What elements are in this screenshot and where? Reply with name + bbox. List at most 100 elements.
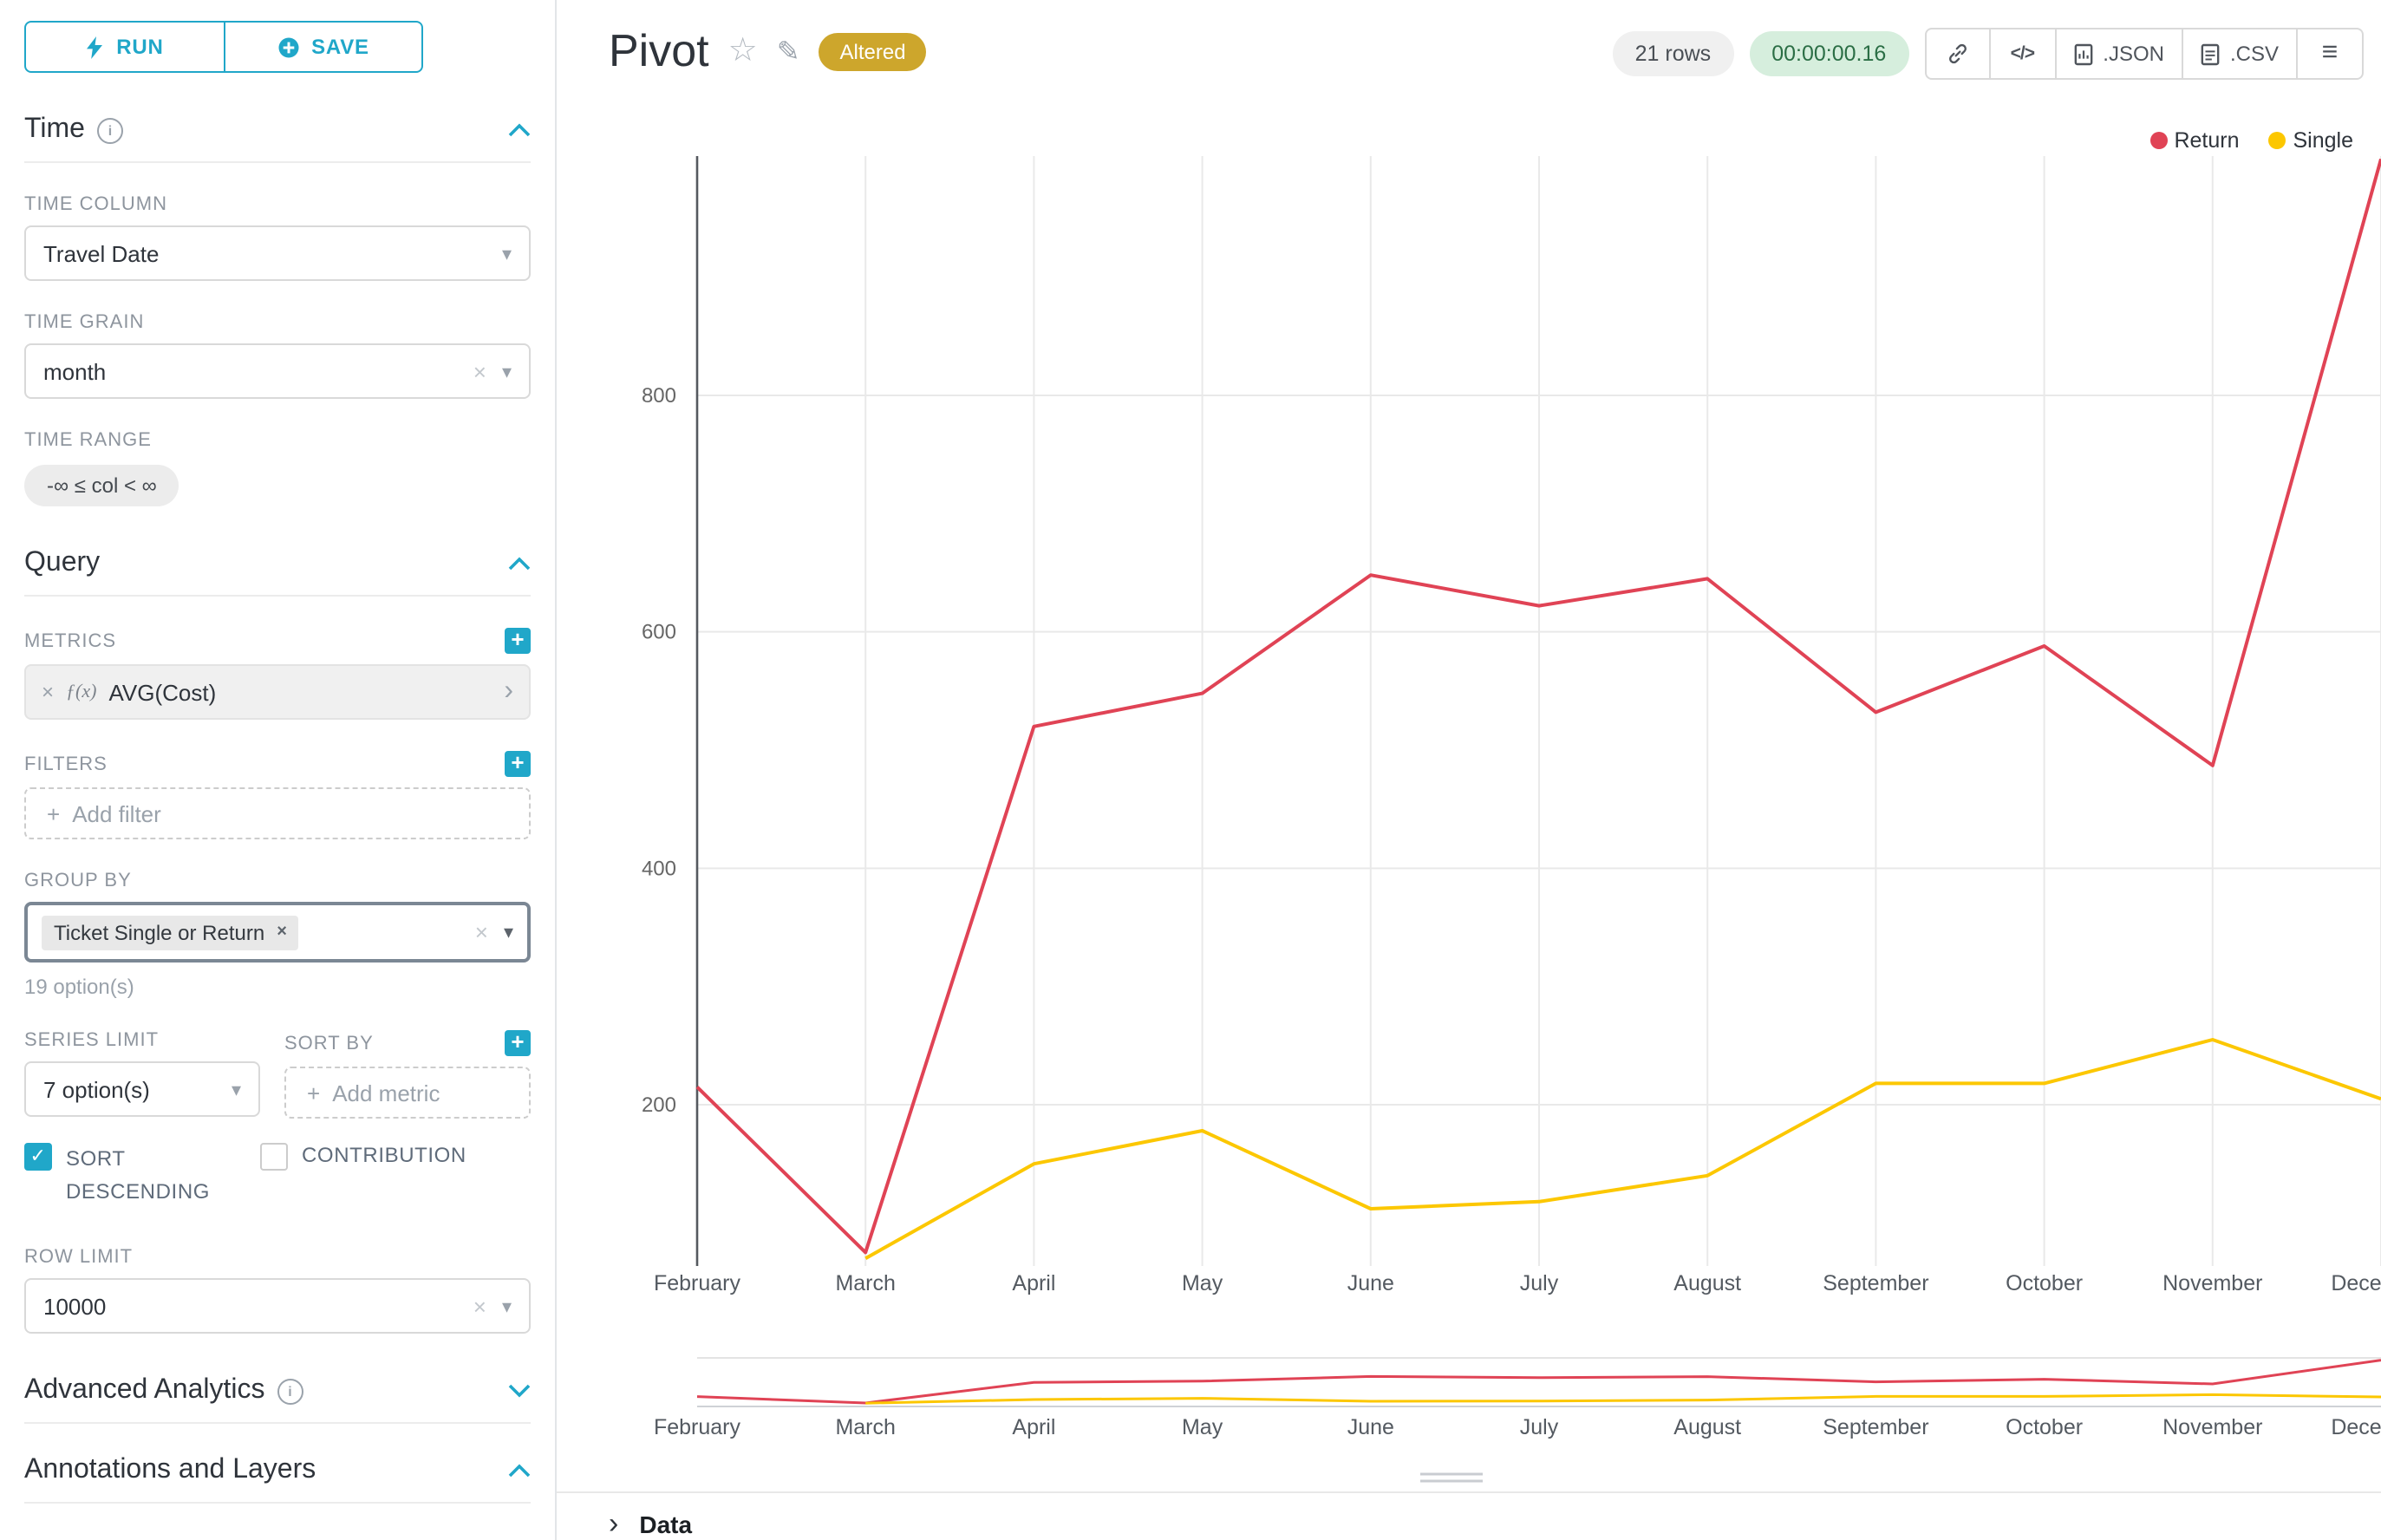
series-limit-value: 7 option(s) <box>43 1076 150 1102</box>
svg-text:June: June <box>1347 1271 1394 1295</box>
chevron-up-icon[interactable] <box>508 557 531 571</box>
svg-text:November: November <box>2162 1271 2262 1295</box>
export-json-button[interactable]: .JSON <box>2056 28 2183 80</box>
group-by-tag-label: Ticket Single or Return <box>54 920 265 944</box>
plus-circle-icon <box>277 36 298 57</box>
annotations-title: Annotations and Layers <box>24 1455 316 1485</box>
advanced-analytics-title: Advanced Analytics <box>24 1375 265 1406</box>
checkbox-unchecked-icon[interactable] <box>260 1143 288 1171</box>
svg-text:June: June <box>1347 1415 1394 1439</box>
svg-text:200: 200 <box>642 1093 676 1117</box>
svg-text:May: May <box>1182 1271 1223 1295</box>
add-sort-metric-icon[interactable]: + <box>505 1029 531 1056</box>
code-icon: </> <box>2010 43 2035 64</box>
query-section-header: Query <box>24 548 531 579</box>
svg-text:800: 800 <box>642 384 676 408</box>
advanced-analytics-header: Advanced Analytics i <box>24 1376 531 1407</box>
sort-descending-checkbox[interactable]: ✓ SORT DESCENDING <box>24 1143 215 1210</box>
caret-down-icon: ▾ <box>231 1080 241 1100</box>
favorite-star-icon[interactable]: ☆ <box>727 33 758 69</box>
add-metric-icon[interactable]: + <box>505 627 531 654</box>
series-limit-select[interactable]: 7 option(s) ▾ <box>24 1061 260 1117</box>
export-json-label: .JSON <box>2103 42 2164 66</box>
chevron-up-icon[interactable] <box>508 123 531 137</box>
chevron-right-icon: › <box>504 676 513 706</box>
time-grain-select[interactable]: month × ▾ <box>24 343 531 399</box>
chart-menu-button[interactable]: ≡ <box>2298 28 2364 80</box>
contribution-checkbox[interactable]: CONTRIBUTION <box>260 1143 466 1171</box>
time-column-value: Travel Date <box>43 240 160 266</box>
clear-icon[interactable]: × <box>473 358 486 384</box>
time-grain-label: TIME GRAIN <box>24 312 145 333</box>
row-limit-select[interactable]: 10000 × ▾ <box>24 1278 531 1334</box>
panel-divider <box>555 0 557 1540</box>
svg-text:October: October <box>2006 1415 2083 1439</box>
page-title: Pivot <box>609 24 709 76</box>
svg-text:August: August <box>1673 1271 1741 1295</box>
group-by-options-hint: 19 option(s) <box>24 975 134 999</box>
svg-text:September: September <box>1823 1271 1928 1295</box>
time-column-select[interactable]: Travel Date ▾ <box>24 225 531 281</box>
svg-text:February: February <box>654 1415 741 1439</box>
menu-icon: ≡ <box>2321 38 2339 68</box>
section-divider <box>24 1502 531 1504</box>
chevron-down-icon[interactable] <box>508 1385 531 1399</box>
line-chart[interactable]: 200 400 600 800 February March April May June Jul… <box>557 121 2381 1509</box>
json-file-icon <box>2073 42 2092 65</box>
data-panel-toggle[interactable]: › Data <box>609 1509 692 1538</box>
checkbox-checked-icon[interactable]: ✓ <box>24 1143 52 1171</box>
time-range-label: TIME RANGE <box>24 430 152 451</box>
svg-text:April: April <box>1012 1271 1055 1295</box>
chevron-up-icon[interactable] <box>508 1465 531 1478</box>
export-csv-label: .CSV <box>2229 42 2279 66</box>
add-sort-metric-dropzone[interactable]: + Add metric <box>284 1067 531 1119</box>
metric-value: AVG(Cost) <box>108 679 217 705</box>
section-divider <box>24 595 531 597</box>
remove-tag-icon[interactable]: × <box>277 923 287 942</box>
export-csv-button[interactable]: .CSV <box>2182 28 2298 80</box>
add-filter-dropzone[interactable]: + Add filter <box>24 787 531 839</box>
section-divider <box>24 1422 531 1425</box>
caret-down-icon: ▾ <box>503 923 513 943</box>
edit-title-icon[interactable]: ✎ <box>776 37 800 67</box>
svg-text:May: May <box>1182 1415 1223 1439</box>
add-metric-placeholder: Add metric <box>332 1080 440 1106</box>
remove-metric-icon[interactable]: × <box>42 680 55 704</box>
copy-link-button[interactable] <box>1924 28 1991 80</box>
sort-descending-label: SORT DESCENDING <box>66 1146 211 1204</box>
metric-item[interactable]: × ƒ(x) AVG(Cost) › <box>24 664 531 720</box>
svg-text:400: 400 <box>642 857 676 880</box>
metrics-label: METRICS <box>24 630 116 651</box>
filters-label: FILTERS <box>24 754 108 774</box>
svg-text:December: December <box>2331 1271 2381 1295</box>
altered-badge[interactable]: Altered <box>819 32 927 70</box>
series-limit-label: SERIES LIMIT <box>24 1030 160 1051</box>
data-panel-divider <box>557 1491 2381 1493</box>
row-limit-label: ROW LIMIT <box>24 1247 134 1269</box>
save-button[interactable]: SAVE <box>225 21 423 73</box>
link-icon <box>1948 43 1967 64</box>
group-by-select[interactable]: Ticket Single or Return × × ▾ <box>24 902 531 962</box>
group-by-label: GROUP BY <box>24 871 132 891</box>
clear-icon[interactable]: × <box>474 919 488 945</box>
legend-item-return[interactable]: Return <box>2149 128 2240 153</box>
run-button[interactable]: RUN <box>24 21 225 73</box>
section-divider <box>24 161 531 163</box>
embed-code-button[interactable]: </> <box>1990 28 2057 80</box>
svg-text:August: August <box>1673 1415 1741 1439</box>
save-button-label: SAVE <box>311 35 369 59</box>
query-timer-badge: 00:00:00.16 <box>1749 31 1909 76</box>
time-column-label: TIME COLUMN <box>24 194 167 215</box>
fx-icon: ƒ(x) <box>66 682 97 702</box>
contribution-label: CONTRIBUTION <box>302 1143 466 1167</box>
row-count-badge: 21 rows <box>1612 31 1734 76</box>
legend-item-single[interactable]: Single <box>2268 128 2353 153</box>
caret-down-icon: ▾ <box>501 362 512 382</box>
svg-text:September: September <box>1823 1415 1928 1439</box>
sort-by-label: SORT BY <box>284 1033 374 1054</box>
query-section-title: Query <box>24 548 101 578</box>
add-filter-icon[interactable]: + <box>505 750 531 777</box>
clear-icon[interactable]: × <box>473 1293 486 1320</box>
time-range-pill[interactable]: -∞ ≤ col < ∞ <box>24 465 179 506</box>
